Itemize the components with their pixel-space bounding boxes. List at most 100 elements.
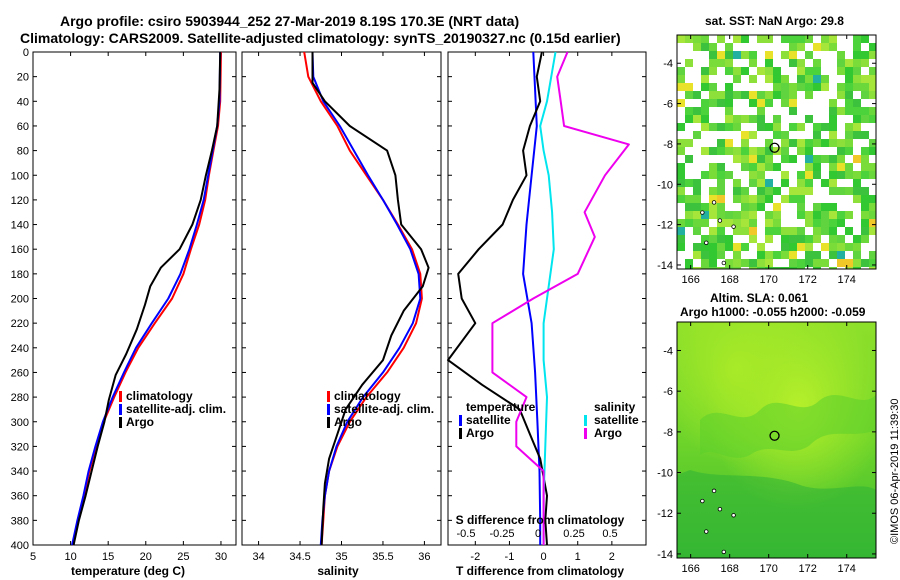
sst-cell	[749, 115, 757, 123]
sst-cell	[685, 83, 693, 91]
sst-cell	[813, 163, 821, 171]
sst-cell	[805, 163, 813, 171]
legend-label: Argo	[594, 426, 622, 440]
island-marker	[721, 260, 727, 266]
sst-cell	[677, 35, 685, 43]
sst-cell	[781, 99, 789, 107]
sst-cell	[805, 259, 813, 267]
sst-cell	[797, 59, 805, 67]
sst-cell	[845, 259, 853, 267]
sst-cell	[837, 107, 845, 115]
sst-cell	[789, 51, 797, 59]
y-tick-label: 0	[23, 47, 29, 59]
sst-cell	[821, 211, 829, 219]
y-tick-label: 40	[17, 96, 29, 108]
sst-cell	[765, 91, 773, 99]
sst-cell	[693, 243, 701, 251]
sst-cell	[861, 195, 869, 203]
y-tick-label: 160	[11, 244, 29, 256]
sst-cell	[725, 211, 733, 219]
sst-cell	[869, 83, 876, 91]
sst-cell	[717, 219, 725, 227]
sst-cell	[869, 139, 876, 147]
sst-cell	[789, 99, 797, 107]
sst-cell	[813, 139, 821, 147]
sst-cell	[813, 227, 821, 235]
sst-cell	[829, 171, 837, 179]
sst-cell	[717, 211, 725, 219]
sst-cell	[781, 91, 789, 99]
y-tick-label: 300	[11, 417, 29, 429]
sst-cell	[749, 259, 757, 267]
map-frame	[676, 34, 877, 270]
legend-swatch	[327, 391, 330, 402]
sst-cell	[733, 251, 741, 259]
sst-cell	[709, 243, 717, 251]
x-tick-label: 174	[838, 274, 856, 286]
sst-cell	[813, 59, 821, 67]
sst-cell	[853, 131, 861, 139]
sst-cell	[797, 259, 805, 267]
sst-cell	[829, 219, 837, 227]
sst-cell	[829, 163, 837, 171]
sst-cell	[677, 195, 685, 203]
salinity-panel: 34 34.5 35 35.5 36 salinity climatologysatelli…	[241, 51, 442, 578]
sst-cell	[869, 203, 876, 211]
sst-cell	[709, 147, 717, 155]
sst-cell	[765, 187, 773, 195]
sst-cell	[829, 203, 837, 211]
sst-cell	[789, 35, 797, 43]
top-x-axis-label: S difference from climatology	[456, 513, 625, 527]
island-marker	[711, 200, 717, 205]
x-tick-label: 10	[64, 551, 76, 563]
sst-cell	[813, 259, 821, 267]
sst-cell	[773, 83, 781, 91]
sst-cell	[773, 227, 781, 235]
sst-cell	[821, 203, 829, 211]
legend-label: Argo	[466, 426, 494, 440]
legend-label: climatology	[126, 389, 193, 403]
x-tick-label: 1	[575, 551, 581, 563]
sst-cell	[773, 211, 781, 219]
sst-cell	[821, 139, 829, 147]
y-tick-label: 240	[11, 343, 29, 355]
sst-cell	[741, 187, 749, 195]
sst-cell	[773, 267, 781, 269]
legend-swatch	[327, 417, 330, 428]
sst-cell	[685, 259, 693, 267]
sst-cell	[717, 99, 725, 107]
sst-cell	[789, 195, 797, 203]
sst-cell	[853, 107, 861, 115]
sst-cell	[725, 171, 733, 179]
x-tick-label: 35.5	[372, 551, 393, 563]
x-tick-label: 20	[140, 551, 152, 563]
sst-cell	[813, 267, 821, 269]
sst-cell	[837, 83, 845, 91]
sst-cell	[845, 83, 853, 91]
x-tick-label: 30	[215, 551, 227, 563]
sst-cell	[853, 187, 861, 195]
sst-cell	[717, 171, 725, 179]
sst-cell	[789, 123, 797, 131]
x-tick-label: 25	[177, 551, 189, 563]
sst-cell	[789, 107, 797, 115]
sst-cell	[717, 123, 725, 131]
sst-cell	[805, 243, 813, 251]
y-tick-label: -8	[663, 427, 673, 439]
sst-cell	[853, 51, 861, 59]
sst-cell	[789, 259, 797, 267]
x-tick-label: 172	[799, 274, 817, 286]
sst-cell	[725, 243, 733, 251]
series-line-temperature-argo	[447, 51, 548, 546]
sst-cell	[677, 219, 685, 227]
sst-cell	[709, 91, 717, 99]
sst-cell	[781, 83, 789, 91]
sst-cell	[773, 147, 781, 155]
sst-cell	[805, 35, 813, 43]
y-tick-label: 100	[11, 170, 29, 182]
sst-cell	[805, 171, 813, 179]
sst-cell	[781, 227, 789, 235]
sst-cell	[861, 219, 869, 227]
sst-cell	[829, 243, 837, 251]
